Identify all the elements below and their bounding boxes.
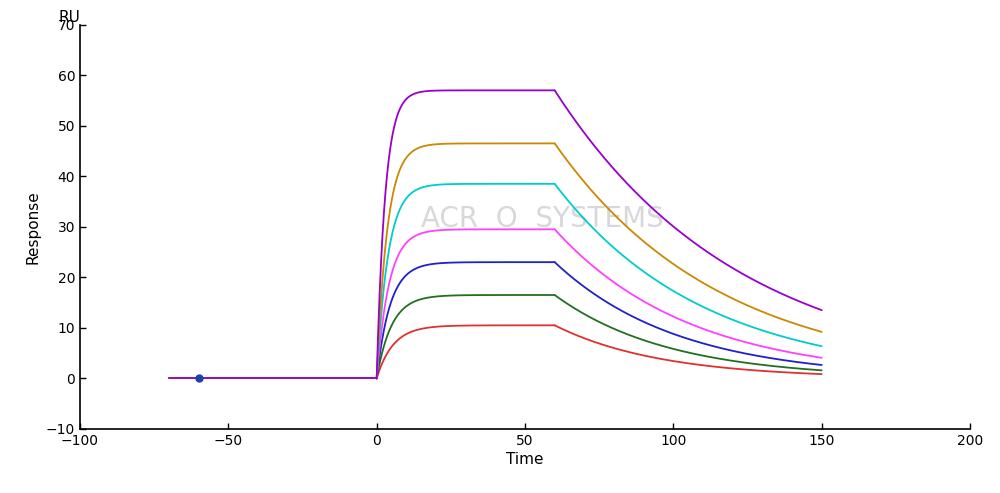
X-axis label: Time: Time — [506, 452, 544, 467]
Text: RU: RU — [58, 10, 80, 25]
Y-axis label: Response: Response — [25, 190, 40, 264]
Text: ACR  O  SYSTEMS: ACR O SYSTEMS — [421, 205, 664, 233]
